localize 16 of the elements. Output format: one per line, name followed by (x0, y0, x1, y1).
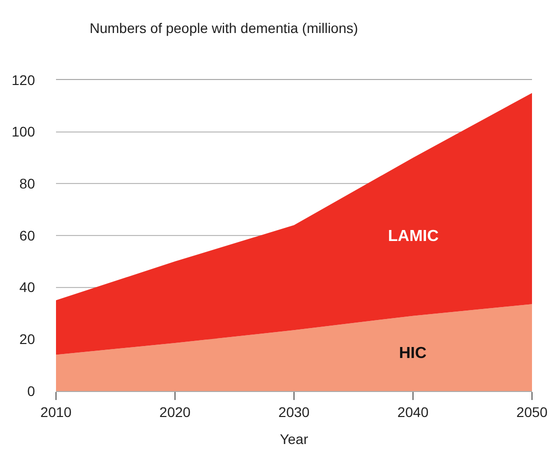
chart-title: Numbers of people with dementia (millions) (90, 20, 358, 36)
y-tick-label: 100 (12, 124, 36, 140)
series-label: HIC (399, 345, 427, 362)
x-axis-title: Year (280, 431, 308, 448)
y-tick-label: 60 (19, 227, 36, 244)
x-tick-label: 2030 (278, 404, 310, 420)
y-tick-label: 20 (19, 331, 36, 348)
y-tick-label: 80 (19, 176, 36, 192)
x-tick-label: 2050 (516, 404, 548, 420)
x-tick-label: 2010 (40, 404, 72, 420)
y-tick-label: 0 (27, 382, 36, 399)
x-tick-label: 2040 (397, 404, 429, 420)
series-label: LAMIC (388, 228, 440, 245)
y-tick-label: 120 (12, 72, 36, 88)
x-tick-label: 2020 (159, 404, 191, 420)
y-tick-label: 40 (19, 279, 36, 296)
